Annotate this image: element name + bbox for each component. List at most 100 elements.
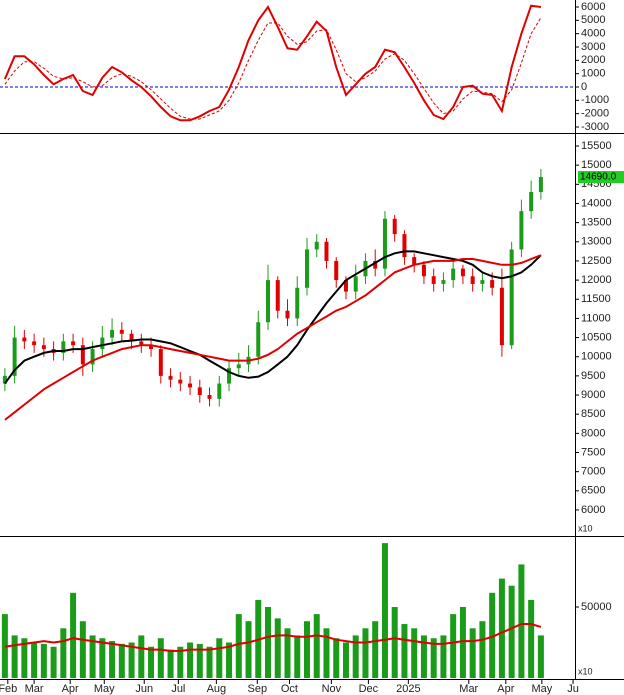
x-tick-label: Oct bbox=[281, 683, 298, 695]
y-tick-label: 50000 bbox=[581, 601, 612, 613]
candle-body bbox=[470, 276, 475, 284]
x-tick-label: Aug bbox=[207, 683, 227, 695]
y-tick-label: 9000 bbox=[581, 389, 605, 401]
volume-bar bbox=[372, 621, 379, 678]
candle-body bbox=[480, 280, 485, 284]
candle-body bbox=[236, 364, 241, 369]
x-tick-label: Mar bbox=[25, 683, 44, 695]
volume-bar bbox=[303, 621, 310, 678]
y-tick-label: 1000 bbox=[581, 68, 605, 80]
candle-body bbox=[168, 375, 173, 380]
volume-bar bbox=[167, 649, 174, 678]
volume-bar bbox=[60, 628, 67, 678]
candle-body bbox=[324, 241, 329, 261]
candle-body bbox=[334, 260, 339, 281]
x-tick-label: Nov bbox=[322, 683, 342, 695]
volume-bar bbox=[235, 614, 242, 678]
volume-bar bbox=[31, 642, 38, 678]
candle-body bbox=[499, 287, 504, 346]
scale-note: x10 bbox=[578, 666, 593, 676]
line-series bbox=[4, 623, 542, 652]
volume-bar bbox=[284, 628, 291, 678]
volume-bar bbox=[401, 624, 408, 678]
y-tick-label: -1000 bbox=[581, 94, 609, 106]
volume-bar bbox=[430, 638, 437, 678]
candle-body bbox=[217, 383, 222, 399]
y-tick-label: 15000 bbox=[581, 159, 612, 171]
volume-bar bbox=[148, 646, 155, 678]
y-tick-label: 6000 bbox=[581, 504, 605, 516]
y-tick-label: -2000 bbox=[581, 108, 609, 120]
volume-bar bbox=[440, 635, 447, 678]
volume-bar bbox=[99, 638, 106, 678]
line-series bbox=[4, 17, 542, 120]
candle-body bbox=[256, 322, 261, 357]
candle-body bbox=[2, 375, 7, 384]
volume-bar bbox=[479, 621, 486, 678]
candle-body bbox=[188, 383, 193, 388]
candle-body bbox=[110, 329, 115, 338]
volume-bar bbox=[70, 592, 77, 678]
plot-area bbox=[0, 4, 575, 122]
candle-body bbox=[100, 337, 105, 350]
candle-body bbox=[178, 379, 183, 384]
volume-bar bbox=[40, 643, 47, 678]
volume-bar bbox=[21, 638, 28, 678]
volume-bar bbox=[333, 638, 340, 678]
volume-bar bbox=[352, 635, 359, 678]
plot-area bbox=[2, 168, 543, 421]
volume-bar bbox=[411, 628, 418, 678]
volume-bar bbox=[498, 578, 505, 678]
y-tick-label: 13000 bbox=[581, 236, 612, 248]
volume-bar bbox=[226, 642, 233, 678]
candle-body bbox=[119, 329, 124, 334]
volume-bar bbox=[79, 621, 86, 678]
volume-bar bbox=[489, 592, 496, 678]
candle-body bbox=[519, 211, 524, 250]
volume-bar bbox=[206, 646, 213, 678]
volume-bar bbox=[294, 635, 301, 678]
y-tick-label: 4000 bbox=[581, 28, 605, 40]
candle-body bbox=[32, 341, 37, 346]
x-tick-label: Feb bbox=[0, 683, 17, 695]
volume-bar bbox=[196, 643, 203, 678]
volume-bar bbox=[508, 585, 515, 678]
volume-bar bbox=[420, 635, 427, 678]
y-tick-label: 11000 bbox=[581, 312, 611, 324]
candle-body bbox=[197, 387, 202, 396]
candle-body bbox=[304, 249, 309, 288]
candle-body bbox=[207, 395, 212, 399]
candle-body bbox=[509, 249, 514, 346]
volume-bar bbox=[323, 628, 330, 678]
y-tick-label: 6000 bbox=[581, 1, 605, 13]
candle-body bbox=[451, 268, 456, 281]
y-tick-label: 15500 bbox=[581, 140, 612, 152]
candle-body bbox=[12, 337, 17, 376]
candle-body bbox=[158, 349, 163, 376]
volume-bar bbox=[109, 641, 116, 678]
y-tick-label: 12000 bbox=[581, 274, 612, 286]
volume-bar bbox=[391, 607, 398, 678]
y-tick-label: 10000 bbox=[581, 351, 612, 363]
x-tick-label: Jul bbox=[171, 683, 185, 695]
volume-bar bbox=[50, 646, 57, 678]
last-price-label: 14690.0 bbox=[580, 172, 617, 183]
volume-bar bbox=[313, 614, 320, 678]
candle-body bbox=[382, 218, 387, 269]
candle-body bbox=[90, 349, 95, 365]
volume-bar bbox=[177, 646, 184, 678]
candle-body bbox=[295, 287, 300, 319]
volume-bar bbox=[518, 564, 525, 678]
y-tick-label: -3000 bbox=[581, 121, 609, 133]
volume-bar bbox=[89, 635, 96, 678]
x-tick-label: Apr bbox=[62, 683, 79, 695]
x-tick-label: May bbox=[531, 683, 552, 695]
volume-bar bbox=[342, 642, 349, 678]
y-tick-label: 7000 bbox=[581, 466, 605, 478]
candle-body bbox=[529, 191, 534, 212]
y-tick-label: 7500 bbox=[581, 446, 605, 458]
x-tick-label: Ju bbox=[567, 683, 579, 695]
candle-body bbox=[421, 264, 426, 277]
candle-body bbox=[80, 345, 85, 365]
